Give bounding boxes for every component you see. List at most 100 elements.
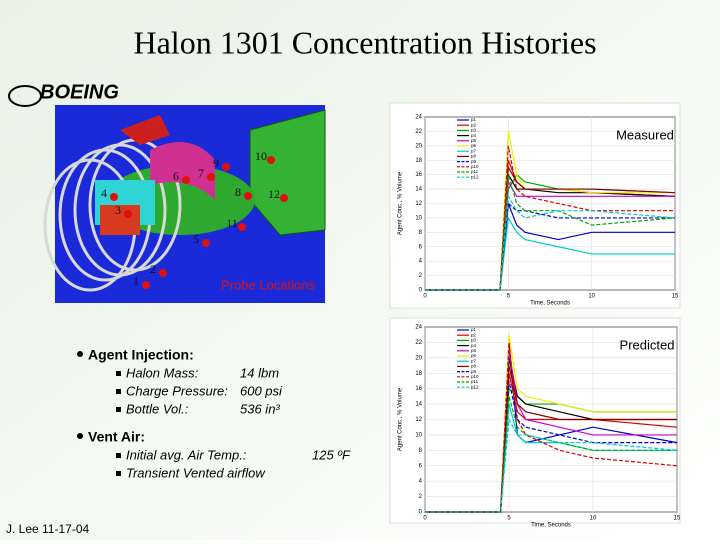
probe-dot <box>182 176 190 184</box>
sub-bullet <box>116 371 121 376</box>
probe-diagram <box>43 105 326 303</box>
y-tick-label: 20 <box>415 355 422 361</box>
sub-bullet-text: 600 psi <box>240 383 283 398</box>
y-axis-label: Agent Conc., % Volume <box>398 387 404 451</box>
logo: BOEING <box>8 81 119 107</box>
series-line <box>425 165 676 291</box>
probe-label: 11 <box>226 216 238 230</box>
bullet-dot <box>77 433 83 439</box>
legend-label: p4 <box>471 133 477 138</box>
probe-dot <box>244 192 252 200</box>
legend-label: p3 <box>471 338 477 343</box>
legend-label: p12 <box>471 174 479 179</box>
x-tick-label: 15 <box>672 294 679 300</box>
probe-label: 1 <box>133 274 139 288</box>
legend-label: p10 <box>471 164 479 169</box>
y-tick-label: 10 <box>415 215 422 221</box>
bullet-heading: Vent Air: <box>88 429 145 445</box>
sub-bullet-text: 14 lbm <box>240 365 279 380</box>
y-tick-label: 12 <box>415 201 422 207</box>
y-tick-label: 2 <box>419 273 423 279</box>
legend-label: p6 <box>471 353 477 358</box>
y-axis-label: Agent Conc., % Volume <box>398 171 404 235</box>
series-line <box>425 365 677 513</box>
probe-dot <box>202 239 210 247</box>
series-line <box>425 202 675 291</box>
probe-label: 6 <box>173 169 179 183</box>
probe-label: 2 <box>150 262 156 276</box>
y-tick-label: 4 <box>419 259 423 265</box>
y-tick-label: 16 <box>415 386 422 392</box>
probe-label: 10 <box>255 149 267 163</box>
y-tick-label: 18 <box>415 158 422 164</box>
x-tick-label: 0 <box>423 294 427 300</box>
chart-background <box>389 317 681 524</box>
legend-label: p2 <box>471 122 477 127</box>
x-tick-label: 10 <box>590 516 597 522</box>
y-tick-label: 0 <box>419 510 423 516</box>
legend-label: p2 <box>471 332 477 337</box>
y-tick-label: 16 <box>415 172 422 178</box>
sub-bullet-text: Charge Pressure: <box>126 383 228 398</box>
chart-annotation: Measured <box>616 127 674 142</box>
sub-bullet-text: 125 ºF <box>312 447 351 462</box>
legend-label: p6 <box>471 143 477 148</box>
probe-dot <box>207 173 215 181</box>
slide-title: Halon 1301 Concentration Histories <box>133 24 596 60</box>
y-tick-label: 10 <box>415 432 422 438</box>
legend-label: p5 <box>471 138 477 143</box>
legend-label: p9 <box>471 159 477 164</box>
sub-bullet <box>116 471 121 476</box>
legend-label: p7 <box>471 148 477 153</box>
y-tick-label: 6 <box>419 463 423 469</box>
y-tick-label: 0 <box>419 288 423 294</box>
sub-bullet <box>116 407 121 412</box>
legend-label: p11 <box>471 379 479 384</box>
probe-dot <box>159 269 167 277</box>
probe-label: 7 <box>198 166 204 180</box>
y-tick-label: 18 <box>415 371 422 377</box>
legend-label: p7 <box>471 358 477 363</box>
series-line <box>425 396 677 513</box>
sub-bullet-text: 536 in³ <box>240 401 280 416</box>
x-tick-label: 15 <box>674 516 681 522</box>
legend-label: p1 <box>471 327 477 332</box>
probe-dot <box>110 193 118 201</box>
probe-label: 9 <box>213 156 219 170</box>
legend-label: p11 <box>471 169 479 174</box>
x-tick-label: 0 <box>423 516 427 522</box>
x-tick-label: 5 <box>507 516 511 522</box>
probe-label: 5 <box>193 232 199 246</box>
legend-label: p1 <box>471 117 477 122</box>
legend-label: p4 <box>471 343 477 348</box>
sub-bullet <box>116 453 121 458</box>
sub-bullet-text: Transient Vented airflow <box>126 465 266 480</box>
legend-label: p8 <box>471 364 477 369</box>
probe-dot <box>280 194 288 202</box>
y-tick-label: 8 <box>419 230 423 236</box>
sub-bullet-text: Initial avg. Air Temp.: <box>126 447 247 462</box>
probe-dot <box>267 156 275 164</box>
probe-dot <box>142 281 150 289</box>
series-line <box>425 342 678 513</box>
legend-label: p5 <box>471 348 477 353</box>
x-axis-label: Time, Seconds <box>531 523 571 529</box>
y-tick-label: 12 <box>415 417 422 423</box>
legend-label: p3 <box>471 128 477 133</box>
probe-dot <box>222 163 230 171</box>
legend-label: p9 <box>471 369 477 374</box>
y-tick-label: 24 <box>415 115 422 121</box>
footer: J. Lee 11-17-04 <box>6 522 89 536</box>
bullet-dot <box>77 351 83 357</box>
y-tick-label: 14 <box>415 402 422 408</box>
y-tick-label: 22 <box>415 340 422 346</box>
series-line <box>425 417 678 513</box>
y-tick-label: 14 <box>415 187 422 193</box>
x-tick-label: 10 <box>588 294 595 300</box>
y-tick-label: 4 <box>419 479 423 485</box>
sub-bullet-text: Halon Mass: <box>126 365 199 380</box>
y-tick-label: 6 <box>419 244 423 250</box>
y-tick-label: 8 <box>419 448 423 454</box>
legend-label: p12 <box>471 384 479 389</box>
